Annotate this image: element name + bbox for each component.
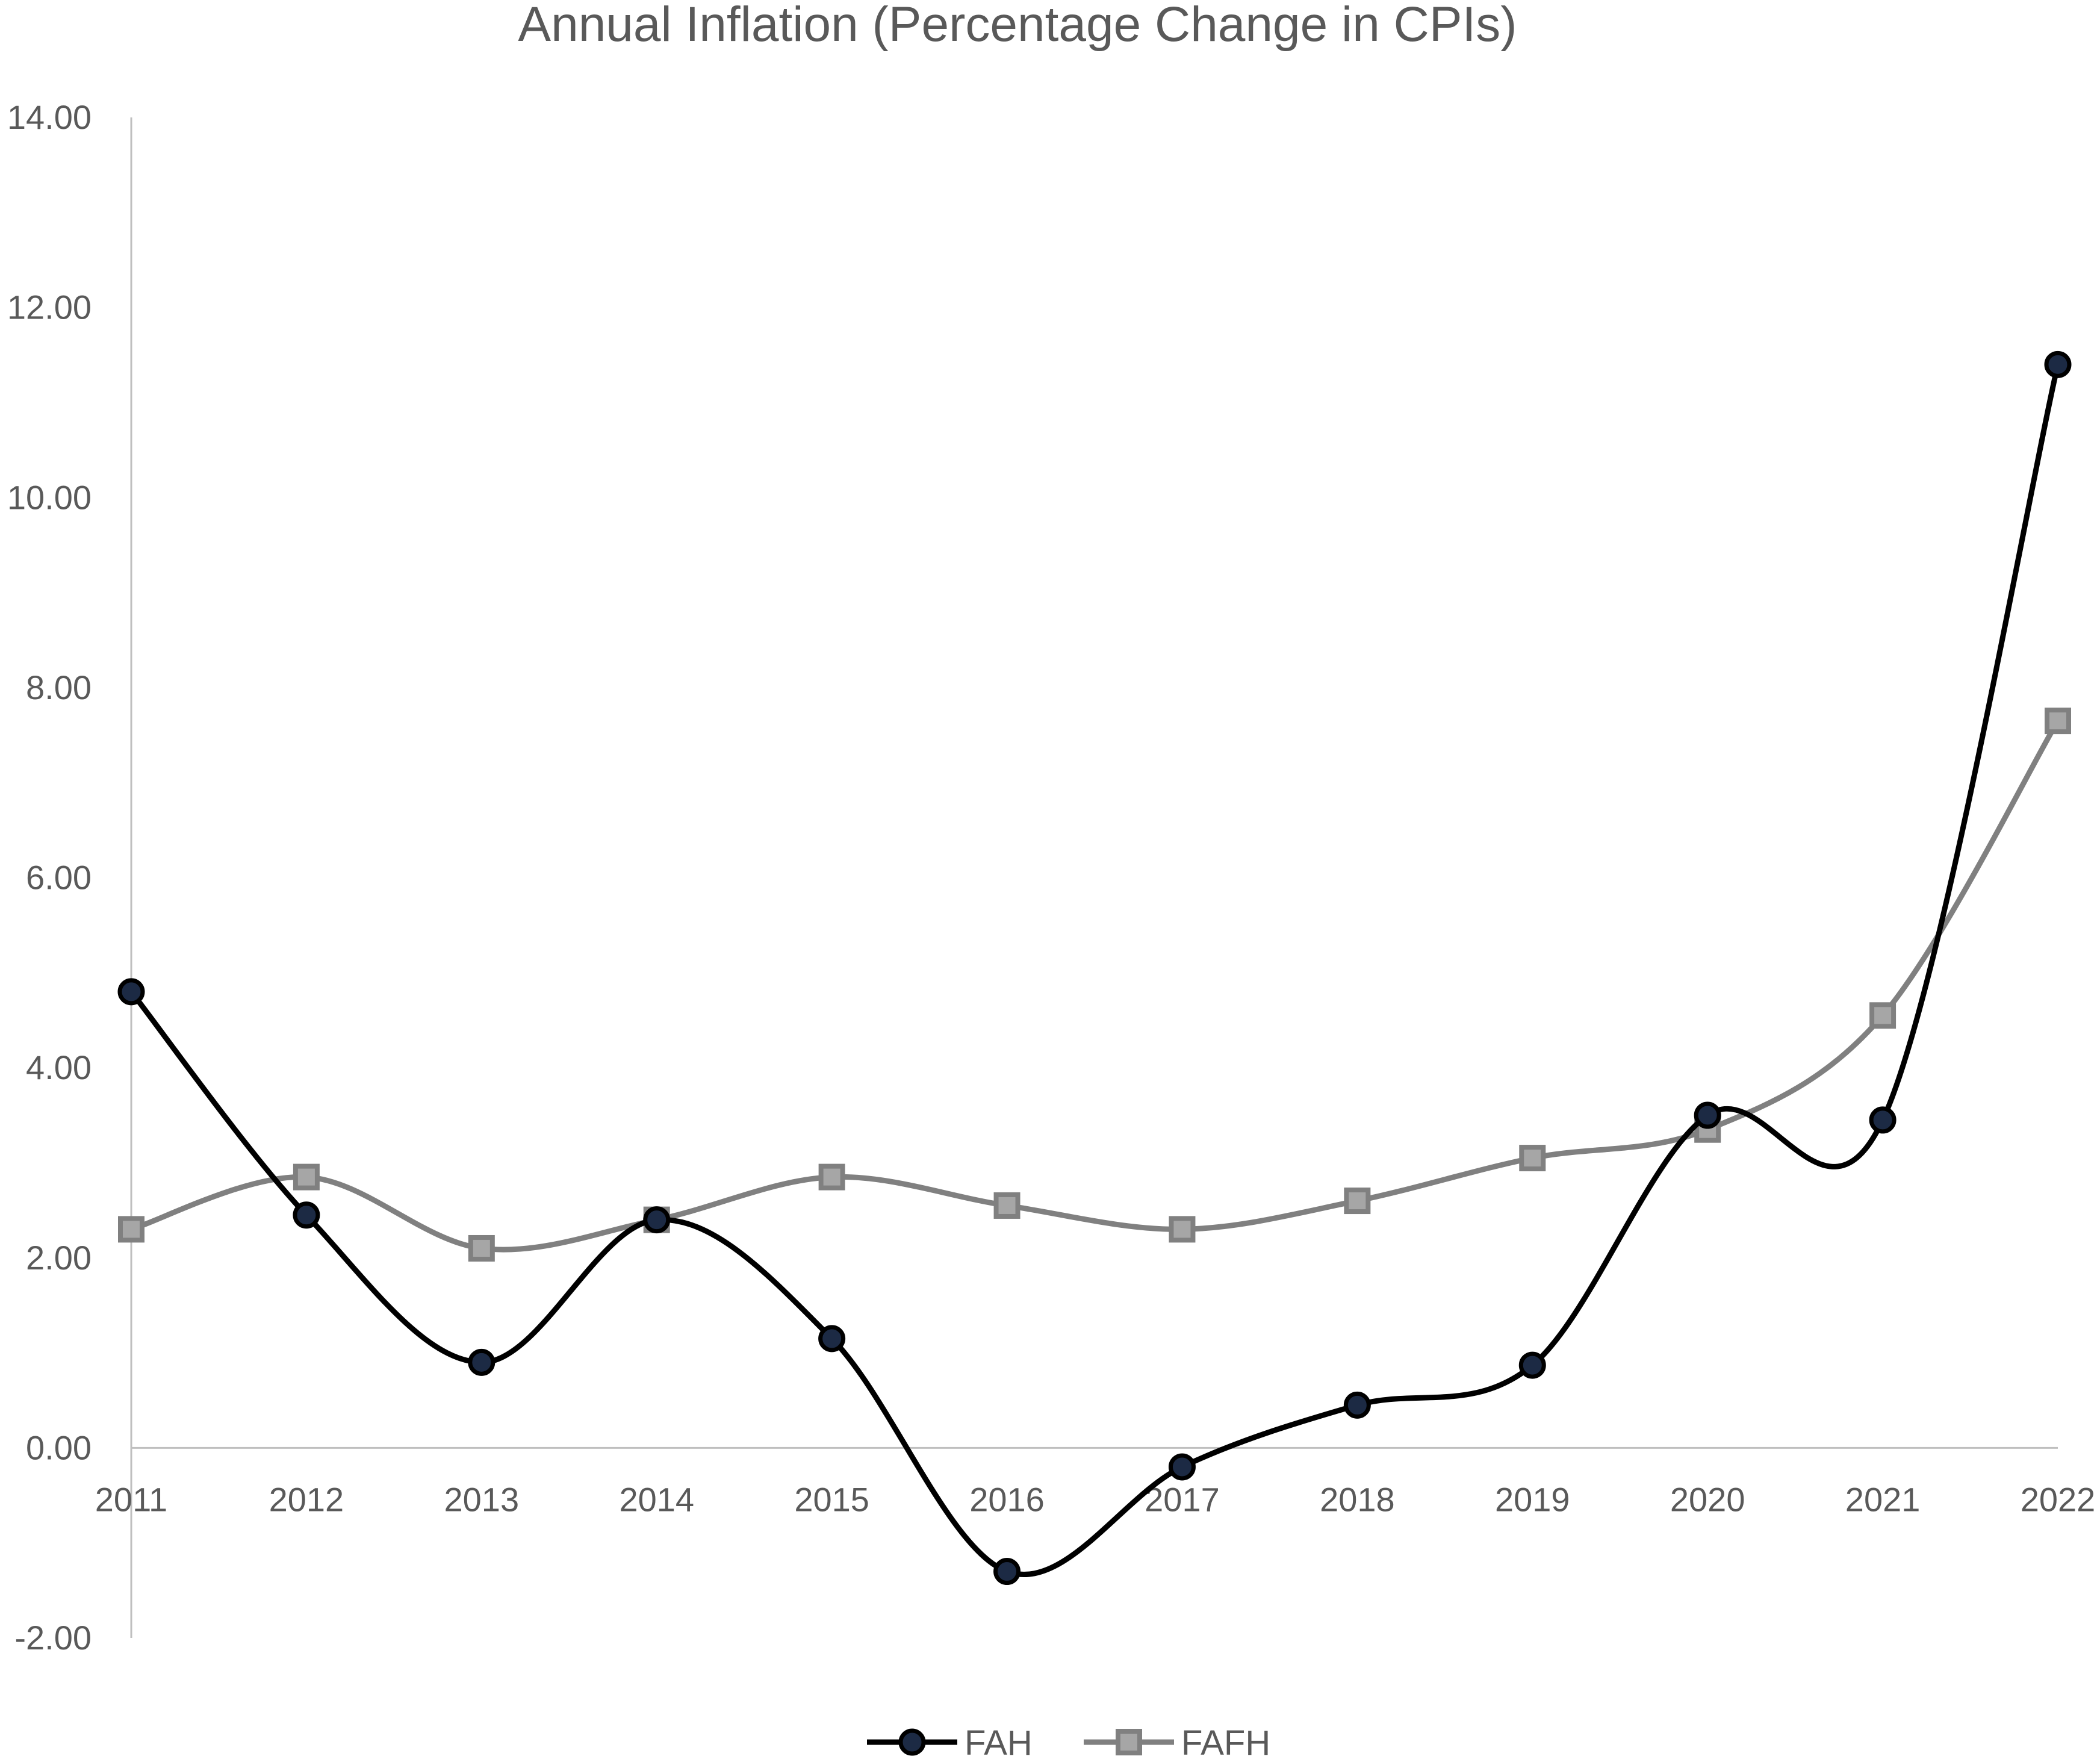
- series-layer: [117, 350, 2072, 1586]
- data-point: [993, 1558, 1021, 1586]
- x-tick-label: 2021: [1845, 1480, 1921, 1518]
- x-tick-label: 2019: [1495, 1480, 1570, 1518]
- data-point: [1343, 1391, 1371, 1419]
- legend-marker: [1116, 1729, 1142, 1755]
- x-tick-label: 2013: [444, 1480, 520, 1518]
- data-point: [818, 1163, 845, 1191]
- data-point: [2044, 350, 2072, 378]
- legend-label: FAFH: [1181, 1723, 1270, 1759]
- y-tick-label: 8.00: [26, 668, 92, 706]
- y-tick-label: -2.00: [14, 1619, 92, 1657]
- data-point: [1869, 1002, 1897, 1029]
- x-tick-label: 2017: [1145, 1480, 1220, 1518]
- y-tick-label: 12.00: [7, 288, 92, 326]
- x-axis: 2011 2012 2013 2014 2015 2016 2017 2018 2019 2020…: [95, 1446, 2096, 1518]
- y-tick-label: 4.00: [26, 1048, 92, 1086]
- y-tick-label: 10.00: [7, 478, 92, 516]
- series-line-fafh: [130, 719, 2060, 1253]
- data-point: [1168, 1453, 1196, 1481]
- chart-title: Annual Inflation (Percentage Change in C…: [518, 0, 1517, 52]
- x-tick-label: 2014: [619, 1480, 694, 1518]
- data-point: [1869, 1106, 1897, 1134]
- data-point: [818, 1325, 846, 1353]
- x-tick-label: 2016: [969, 1480, 1045, 1518]
- data-point: [1518, 1351, 1546, 1379]
- data-point: [468, 1234, 495, 1262]
- y-tick-label: 0.00: [26, 1428, 92, 1466]
- data-point: [468, 1348, 495, 1376]
- data-point: [2045, 708, 2071, 735]
- data-point: [993, 1192, 1020, 1219]
- data-point: [643, 1206, 671, 1234]
- data-point: [1694, 1101, 1721, 1129]
- x-tick-label: 2022: [2021, 1480, 2096, 1518]
- x-tick-label: 2018: [1320, 1480, 1395, 1518]
- data-point: [1344, 1188, 1371, 1215]
- series-fah: [117, 350, 2072, 1586]
- y-tick-label: 6.00: [26, 859, 92, 897]
- y-tick-label: 2.00: [26, 1239, 92, 1277]
- y-tick-label: 14.00: [7, 98, 92, 136]
- legend-item-fafh: FAFH: [1084, 1723, 1270, 1759]
- legend-marker: [898, 1728, 926, 1756]
- y-axis: 14.00 12.00 10.00 8.00 6.00 4.00 2.00 0.00 -2.00: [7, 98, 132, 1657]
- data-point: [293, 1201, 320, 1229]
- series-fafh: [118, 708, 2071, 1262]
- x-tick-label: 2012: [269, 1480, 344, 1518]
- x-tick-label: 2015: [794, 1480, 869, 1518]
- data-point: [117, 978, 145, 1006]
- series-line-fah: [129, 364, 2061, 1578]
- legend-item-fah: FAH: [867, 1723, 1033, 1759]
- data-point: [293, 1163, 320, 1191]
- x-tick-label: 2020: [1670, 1480, 1745, 1518]
- data-point: [118, 1216, 144, 1243]
- data-point: [1519, 1145, 1546, 1172]
- data-point: [1169, 1216, 1196, 1243]
- legend: FAH FAFH: [867, 1723, 1270, 1759]
- legend-label: FAH: [965, 1723, 1033, 1759]
- x-tick-label: 2011: [95, 1480, 167, 1518]
